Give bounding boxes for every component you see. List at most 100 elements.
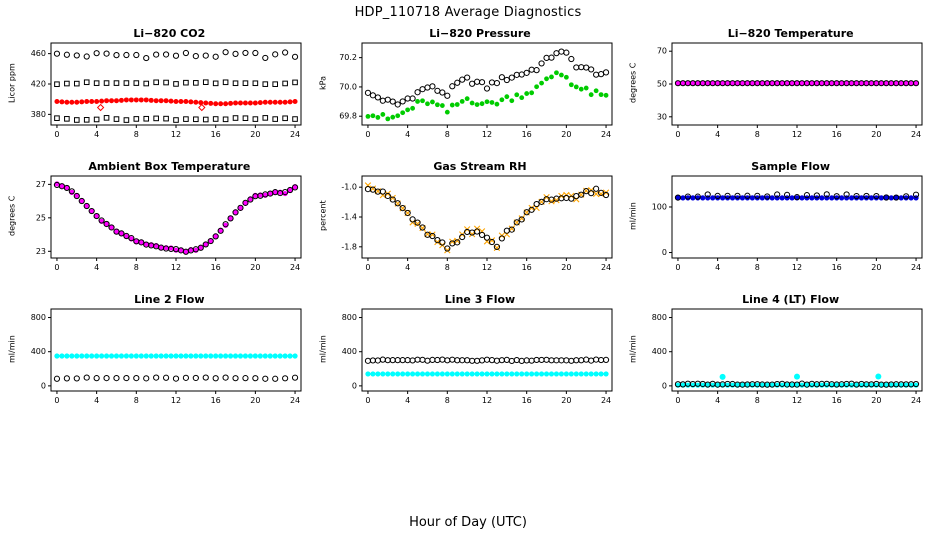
y-axis-label: degrees C xyxy=(628,62,638,104)
svg-text:24: 24 xyxy=(601,396,611,405)
svg-text:0: 0 xyxy=(662,248,667,257)
svg-text:8: 8 xyxy=(755,130,760,139)
y-axis-label: ml/min xyxy=(628,202,638,230)
chart-li820-temperature: Li−820 Temperature degrees C 0 4 8 12 16 20 24… xyxy=(627,26,930,141)
svg-text:-1.0: -1.0 xyxy=(341,183,357,192)
chart-title: Line 2 Flow xyxy=(134,293,205,306)
svg-text:4: 4 xyxy=(715,130,720,139)
y-axis-label: ml/min xyxy=(318,335,328,363)
svg-text:800: 800 xyxy=(341,313,356,322)
svg-text:16: 16 xyxy=(211,263,221,272)
y-axis-label: Licor ppm xyxy=(7,63,17,103)
svg-text:16: 16 xyxy=(832,396,842,405)
svg-text:20: 20 xyxy=(250,263,260,272)
svg-text:24: 24 xyxy=(290,263,300,272)
svg-text:50: 50 xyxy=(657,80,667,89)
svg-text:20: 20 xyxy=(561,396,571,405)
plot-area: 0 4 8 12 16 20 24 380 420 460 xyxy=(31,42,302,139)
svg-text:4: 4 xyxy=(94,263,99,272)
svg-text:12: 12 xyxy=(482,130,492,139)
svg-text:70.0: 70.0 xyxy=(339,82,357,91)
svg-text:12: 12 xyxy=(482,263,492,272)
svg-text:12: 12 xyxy=(171,130,181,139)
chart-grid: Li−820 CO2 Licor ppm 0 4 8 12 16 20 24 380 420 46… xyxy=(6,26,930,407)
svg-text:24: 24 xyxy=(911,130,921,139)
chart-title: Line 3 Flow xyxy=(444,293,516,306)
svg-text:0: 0 xyxy=(662,381,667,390)
svg-text:12: 12 xyxy=(171,396,181,405)
svg-text:20: 20 xyxy=(872,263,882,272)
svg-text:8: 8 xyxy=(755,396,760,405)
chart-title: Li−820 Pressure xyxy=(429,27,531,40)
svg-text:0: 0 xyxy=(676,263,681,272)
svg-text:16: 16 xyxy=(832,130,842,139)
svg-text:0: 0 xyxy=(54,396,59,405)
chart-title: Sample Flow xyxy=(751,160,831,173)
svg-text:0: 0 xyxy=(365,396,370,405)
svg-text:20: 20 xyxy=(561,263,571,272)
chart-title: Line 4 (LT) Flow xyxy=(742,293,840,306)
svg-text:20: 20 xyxy=(872,130,882,139)
svg-text:800: 800 xyxy=(31,313,46,322)
svg-text:16: 16 xyxy=(521,263,531,272)
plot-area: 0 4 8 12 16 20 24 0 400 800 xyxy=(341,308,613,405)
chart-line3-flow: Line 3 Flow ml/min 0 4 8 12 16 20 24 0 400 800 xyxy=(317,292,620,407)
svg-text:0: 0 xyxy=(676,396,681,405)
plot-area: 0 4 8 12 16 20 24 0 400 800 xyxy=(652,308,923,405)
svg-text:8: 8 xyxy=(134,130,139,139)
svg-text:70: 70 xyxy=(657,47,667,56)
svg-text:16: 16 xyxy=(832,263,842,272)
svg-text:24: 24 xyxy=(911,263,921,272)
svg-text:400: 400 xyxy=(652,347,667,356)
svg-text:24: 24 xyxy=(290,130,300,139)
svg-text:4: 4 xyxy=(715,263,720,272)
svg-text:12: 12 xyxy=(482,396,492,405)
svg-text:27: 27 xyxy=(36,180,46,189)
svg-text:4: 4 xyxy=(94,130,99,139)
svg-text:4: 4 xyxy=(405,396,410,405)
x-axis-label: Hour of Day (UTC) xyxy=(409,515,527,530)
svg-text:-1.8: -1.8 xyxy=(341,242,357,251)
figure-title: HDP_110718 Average Diagnostics xyxy=(354,5,582,20)
svg-text:100: 100 xyxy=(652,202,667,211)
plot-area: 0 4 8 12 16 20 24 0 400 800 xyxy=(31,308,302,405)
svg-text:8: 8 xyxy=(444,263,449,272)
svg-text:8: 8 xyxy=(755,263,760,272)
svg-text:4: 4 xyxy=(715,396,720,405)
svg-text:24: 24 xyxy=(290,396,300,405)
svg-text:-1.4: -1.4 xyxy=(341,213,357,222)
svg-text:400: 400 xyxy=(31,347,46,356)
svg-text:12: 12 xyxy=(792,130,802,139)
svg-text:20: 20 xyxy=(250,396,260,405)
svg-text:0: 0 xyxy=(352,381,357,390)
chart-line4-lt-flow: Line 4 (LT) Flow ml/min 0 4 8 12 16 20 24 0 400 8… xyxy=(627,292,930,407)
plot-area: 0 4 8 12 16 20 24 69.8 70.0 70.2 xyxy=(339,42,613,139)
chart-li820-pressure: Li−820 Pressure kPa 0 4 8 12 16 20 24 69.8 70.0 7… xyxy=(317,26,620,141)
chart-li820-co2: Li−820 CO2 Licor ppm 0 4 8 12 16 20 24 380 420 46… xyxy=(6,26,309,141)
y-axis-label: kPa xyxy=(318,76,328,90)
y-axis-label: degrees C xyxy=(7,195,17,237)
svg-text:460: 460 xyxy=(31,49,46,58)
svg-text:25: 25 xyxy=(36,213,46,222)
svg-text:16: 16 xyxy=(521,130,531,139)
plot-area: 0 4 8 12 16 20 24 -1.8 -1.4 -1.0 xyxy=(341,175,613,272)
chart-ambient-box-temperature: Ambient Box Temperature degrees C 0 4 8 12 1… xyxy=(6,159,309,274)
svg-text:0: 0 xyxy=(365,263,370,272)
svg-text:24: 24 xyxy=(601,263,611,272)
svg-text:8: 8 xyxy=(134,263,139,272)
y-axis-label: ml/min xyxy=(7,335,17,363)
chart-title: Li−820 Temperature xyxy=(727,27,854,40)
svg-text:20: 20 xyxy=(250,130,260,139)
chart-title: Li−820 CO2 xyxy=(133,27,206,40)
chart-title: Gas Stream RH xyxy=(433,160,527,173)
svg-text:16: 16 xyxy=(521,396,531,405)
svg-text:69.8: 69.8 xyxy=(339,112,357,121)
svg-text:20: 20 xyxy=(872,396,882,405)
svg-text:0: 0 xyxy=(54,263,59,272)
svg-text:8: 8 xyxy=(444,396,449,405)
svg-text:4: 4 xyxy=(405,263,410,272)
svg-text:23: 23 xyxy=(36,247,46,256)
svg-text:70.2: 70.2 xyxy=(339,53,357,62)
svg-text:12: 12 xyxy=(792,263,802,272)
svg-text:0: 0 xyxy=(54,130,59,139)
